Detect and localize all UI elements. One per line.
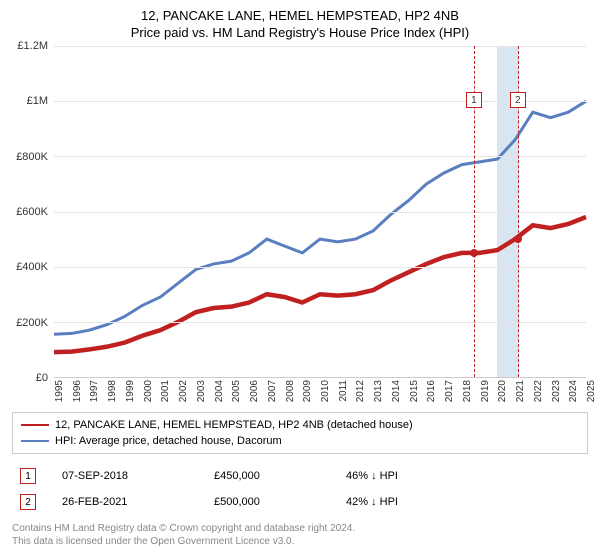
table-marker-box: 2 — [20, 494, 36, 510]
marker-label-box: 2 — [510, 92, 526, 108]
y-axis: £0£200K£400K£600K£800K£1M£1.2M — [12, 46, 52, 378]
chart-title: 12, PANCAKE LANE, HEMEL HEMPSTEAD, HP2 4… — [12, 8, 588, 23]
legend-label: 12, PANCAKE LANE, HEMEL HEMPSTEAD, HP2 4… — [55, 419, 413, 431]
x-axis-label: 1996 — [72, 380, 83, 402]
gridline-h — [54, 156, 586, 157]
x-axis-label: 1998 — [107, 380, 118, 402]
table-pct: 46% ↓ HPI — [340, 464, 586, 488]
table-price: £450,000 — [208, 464, 338, 488]
line-series — [54, 217, 586, 352]
y-axis-label: £0 — [36, 372, 48, 384]
footnote-line: Contains HM Land Registry data © Crown c… — [12, 522, 588, 535]
chart-container: 12, PANCAKE LANE, HEMEL HEMPSTEAD, HP2 4… — [0, 0, 600, 560]
line-series — [54, 101, 586, 334]
x-axis-label: 2008 — [285, 380, 296, 402]
legend-swatch — [21, 424, 49, 426]
legend-label: HPI: Average price, detached house, Daco… — [55, 435, 282, 447]
legend-item: HPI: Average price, detached house, Daco… — [21, 433, 579, 449]
gridline-h — [54, 267, 586, 268]
table-price: £500,000 — [208, 490, 338, 514]
chart-area: £0£200K£400K£600K£800K£1M£1.2M 12 199519… — [12, 46, 588, 406]
x-axis: 1995 1996 1997 1998 1999 2000 2001 2002 2003 2004… — [54, 378, 586, 406]
x-axis-label: 2000 — [143, 380, 154, 402]
x-axis-label: 1995 — [54, 380, 65, 402]
x-axis-label: 2012 — [355, 380, 366, 402]
x-axis-label: 2022 — [533, 380, 544, 402]
y-axis-label: £600K — [16, 206, 48, 218]
x-axis-label: 2007 — [267, 380, 278, 402]
table-row: 2 26-FEB-2021£500,00042% ↓ HPI — [14, 490, 586, 514]
x-axis-label: 2003 — [196, 380, 207, 402]
footnote-line: This data is licensed under the Open Gov… — [12, 535, 588, 548]
legend-swatch — [21, 440, 49, 442]
x-axis-label: 2006 — [249, 380, 260, 402]
x-axis-label: 1997 — [89, 380, 100, 402]
gridline-h — [54, 212, 586, 213]
x-axis-label: 1999 — [125, 380, 136, 402]
x-axis-label: 2020 — [497, 380, 508, 402]
x-axis-label: 2023 — [551, 380, 562, 402]
x-axis-label: 2021 — [515, 380, 526, 402]
table-marker-box: 1 — [20, 468, 36, 484]
y-axis-label: £200K — [16, 317, 48, 329]
x-axis-label: 2002 — [178, 380, 189, 402]
y-axis-label: £800K — [16, 151, 48, 163]
y-axis-label: £400K — [16, 261, 48, 273]
sale-point-dot — [470, 249, 478, 257]
chart-subtitle: Price paid vs. HM Land Registry's House … — [12, 25, 588, 40]
x-axis-label: 2025 — [586, 380, 597, 402]
footnotes: Contains HM Land Registry data © Crown c… — [12, 522, 588, 548]
y-axis-label: £1M — [27, 95, 48, 107]
x-axis-label: 2011 — [338, 380, 349, 402]
legend: 12, PANCAKE LANE, HEMEL HEMPSTEAD, HP2 4… — [12, 412, 588, 454]
price-table: 1 07-SEP-2018£450,00046% ↓ HPI 2 26-FEB-202… — [12, 462, 588, 516]
x-axis-label: 2017 — [444, 380, 455, 402]
x-axis-label: 2019 — [480, 380, 491, 402]
x-axis-label: 2005 — [231, 380, 242, 402]
x-axis-label: 2010 — [320, 380, 331, 402]
x-axis-label: 2024 — [568, 380, 579, 402]
y-axis-label: £1.2M — [17, 40, 48, 52]
x-axis-label: 2013 — [373, 380, 384, 402]
gridline-h — [54, 101, 586, 102]
legend-item: 12, PANCAKE LANE, HEMEL HEMPSTEAD, HP2 4… — [21, 417, 579, 433]
marker-label-box: 1 — [466, 92, 482, 108]
gridline-h — [54, 322, 586, 323]
x-axis-label: 2009 — [302, 380, 313, 402]
table-pct: 42% ↓ HPI — [340, 490, 586, 514]
table-date: 26-FEB-2021 — [56, 490, 206, 514]
x-axis-label: 2001 — [160, 380, 171, 402]
sale-point-dot — [514, 235, 522, 243]
x-axis-label: 2018 — [462, 380, 473, 402]
x-axis-label: 2004 — [214, 380, 225, 402]
table-row: 1 07-SEP-2018£450,00046% ↓ HPI — [14, 464, 586, 488]
plot-area: 12 — [54, 46, 586, 378]
x-axis-label: 2015 — [409, 380, 420, 402]
gridline-h — [54, 46, 586, 47]
x-axis-label: 2016 — [426, 380, 437, 402]
x-axis-label: 2014 — [391, 380, 402, 402]
table-date: 07-SEP-2018 — [56, 464, 206, 488]
